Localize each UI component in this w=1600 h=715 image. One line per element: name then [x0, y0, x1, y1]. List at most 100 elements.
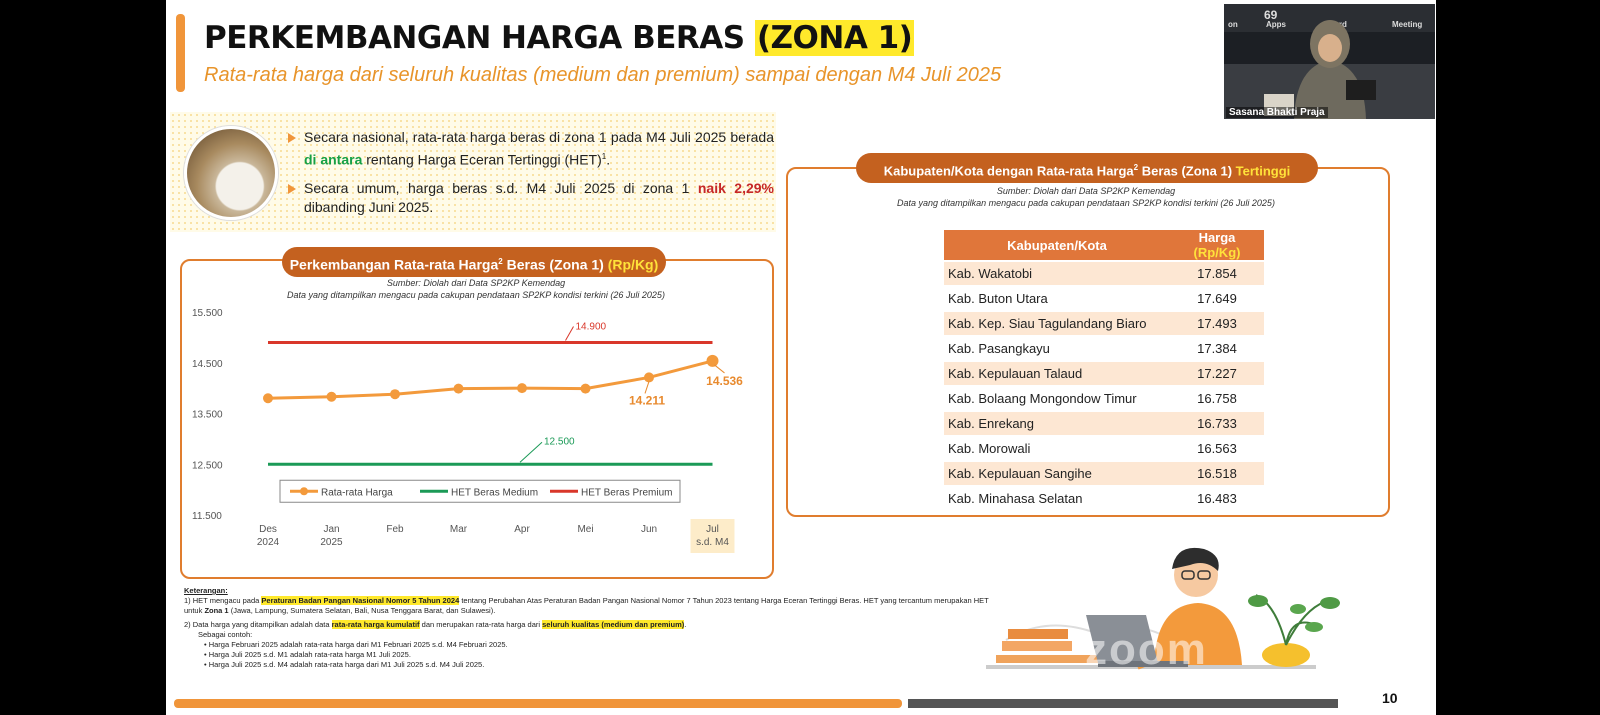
data-point — [263, 393, 273, 404]
table-row: Kab. Kep. Siau Tagulandang Biaro 17.493 — [944, 312, 1264, 335]
note-2-sub: Sebagai contoh: — [198, 630, 253, 639]
annotation-jun-value: 14.211 — [629, 393, 665, 407]
note-2: 2) Data harga yang ditampilkan adalah da… — [184, 620, 687, 629]
data-point — [644, 372, 654, 383]
title-zone-highlight: (ZONA 1) — [754, 20, 915, 56]
region-name: Kab. Bolaang Mongondow Timur — [948, 391, 1137, 406]
region-name: Kab. Kep. Siau Tagulandang Biaro — [944, 312, 1170, 335]
table-source: Sumber: Diolah dari Data SP2KP Kemendag — [996, 186, 1176, 196]
y-tick-label: 11.500 — [192, 511, 222, 522]
x-tick-label: Mar — [450, 524, 468, 535]
zoom-watermark: zoom — [1085, 625, 1208, 674]
annotation-leader — [644, 381, 650, 394]
footer-bar-orange — [174, 699, 902, 708]
page-number: 10 — [1382, 690, 1398, 706]
table-row: Kab. Wakatobi 17.854 — [944, 262, 1264, 285]
price-line-chart: 11.500 12.500 13.500 14.500 15.500 Des 2024 Jan… — [192, 308, 743, 553]
region-price: 16.733 — [1170, 412, 1264, 435]
table-row: Kab. Morowali 16.563 — [944, 437, 1264, 460]
note-1: 1) HET mengacu pada Peraturan Badan Pang… — [184, 596, 989, 615]
annotation-leader — [565, 326, 574, 341]
title-accent-bar — [176, 14, 185, 92]
slide-subtitle: Rata-rata harga dari seluruh kualitas (m… — [204, 64, 1002, 86]
x-tick-label: Des — [259, 524, 277, 535]
x-tick-label: Jan — [323, 524, 339, 535]
summary-bullet-2: Secara umum, harga beras s.d. M4 Juli 20… — [286, 179, 774, 217]
x-tick-highlight — [690, 519, 735, 553]
legend-het-medium-label: HET Beras Medium — [451, 487, 538, 498]
notes-heading: Keterangan: — [184, 586, 228, 595]
region-price: 17.227 — [1170, 362, 1264, 385]
table-row: Kab. Buton Utara 17.649 — [944, 287, 1264, 310]
footnotes: Keterangan: 1) HET mengacu pada Peratura… — [184, 586, 1004, 670]
region-price: 17.384 — [1197, 341, 1237, 356]
top-regions-table: Kabupaten/Kota Harga (Rp/Kg) Kab. Wakato… — [944, 228, 1264, 512]
region-name: Kab. Buton Utara — [948, 291, 1048, 306]
table-panel-title: Kabupaten/Kota dengan Rata-rata Harga2 B… — [856, 153, 1318, 183]
y-tick-label: 14.500 — [192, 359, 223, 370]
table-row: Kab. Enrekang 16.733 — [944, 412, 1264, 435]
table-header-row: Kabupaten/Kota Harga (Rp/Kg) — [944, 230, 1264, 260]
annotation-leader — [714, 364, 725, 374]
participant-figure — [1224, 20, 1435, 119]
data-point — [517, 383, 527, 394]
x-tick-sublabel: s.d. M4 — [696, 537, 729, 548]
chart-note: Data yang ditampilkan mengacu pada cakup… — [287, 290, 665, 300]
legend-average-label: Rata-rata Harga — [321, 487, 393, 498]
table-row: Kab. Minahasa Selatan 16.483 — [944, 487, 1264, 510]
footer-bar-gray — [908, 699, 1338, 708]
y-tick-label: 13.500 — [192, 410, 223, 421]
data-point — [706, 354, 719, 367]
y-tick-label: 15.500 — [192, 308, 223, 319]
col-header-price: Harga (Rp/Kg) — [1170, 230, 1264, 260]
region-price: 17.854 — [1170, 262, 1264, 285]
x-tick-sublabel: 2024 — [257, 537, 280, 548]
presentation-slide: PERKEMBANGAN HARGA BERAS (ZONA 1) Rata-r… — [166, 0, 1436, 715]
x-tick-label: Jul — [706, 524, 719, 535]
data-point — [390, 389, 400, 400]
region-price: 16.483 — [1197, 491, 1237, 506]
region-name: Kab. Pasangkayu — [948, 341, 1050, 356]
col-header-region: Kabupaten/Kota — [944, 230, 1170, 260]
participant-name: Sasana Bhakti Praja — [1226, 107, 1328, 118]
chart-legend — [279, 479, 681, 503]
y-tick-label: 12.500 — [192, 460, 223, 471]
slide-title: PERKEMBANGAN HARGA BERAS (ZONA 1) — [204, 20, 915, 56]
x-tick-label: Jun — [641, 524, 657, 535]
region-price: 16.563 — [1197, 441, 1237, 456]
region-name: Kab. Morowali — [948, 441, 1031, 456]
chart-panel-title: Perkembangan Rata-rata Harga2 Beras (Zon… — [282, 247, 666, 277]
participant-video[interactable]: on Apps 69 ord Meeting Sasana Bhakti Pra… — [1224, 4, 1435, 119]
region-price: 17.493 — [1170, 312, 1264, 335]
table-row: Kab. Kepulauan Sangihe 16.518 — [944, 462, 1264, 485]
note-example: • Harga Juli 2025 s.d. M1 adalah rata-ra… — [204, 650, 411, 659]
table-row: Kab. Kepulauan Talaud 17.227 — [944, 362, 1264, 385]
data-point — [580, 383, 591, 394]
chart-source: Sumber: Diolah dari Data SP2KP Kemendag — [386, 278, 566, 288]
legend-het-premium-label: HET Beras Premium — [581, 487, 673, 498]
x-tick-sublabel: 2025 — [320, 537, 343, 548]
region-name: Kab. Kepulauan Talaud — [944, 362, 1170, 385]
region-name: Kab. Wakatobi — [944, 262, 1170, 285]
table-note: Data yang ditampilkan mengacu pada cakup… — [897, 198, 1275, 208]
x-tick-label: Feb — [386, 524, 404, 535]
series-line-average — [267, 359, 713, 400]
rice-sack-image — [184, 126, 278, 220]
region-price: 16.758 — [1197, 391, 1237, 406]
worker-illustration — [986, 547, 1340, 670]
summary-bullets: Secara nasional, rata-rata harga beras d… — [286, 128, 774, 226]
note-example: • Harga Februari 2025 adalah rata-rata h… — [204, 640, 508, 649]
region-name: Kab. Minahasa Selatan — [948, 491, 1083, 506]
data-point — [453, 383, 464, 394]
x-tick-label: Mei — [577, 524, 593, 535]
legend-average-marker — [300, 487, 308, 496]
table-row: Kab. Bolaang Mongondow Timur 16.758 — [944, 387, 1264, 410]
summary-bullet-1: Secara nasional, rata-rata harga beras d… — [286, 128, 774, 170]
region-price: 16.518 — [1170, 462, 1264, 485]
annotation-leader — [519, 441, 543, 463]
annotation-het-medium: 12.500 — [544, 436, 575, 447]
annotation-jul-value: 14.536 — [706, 374, 743, 388]
region-price: 17.649 — [1197, 291, 1237, 306]
region-name: Kab. Kepulauan Sangihe — [944, 462, 1170, 485]
data-point — [326, 391, 337, 402]
